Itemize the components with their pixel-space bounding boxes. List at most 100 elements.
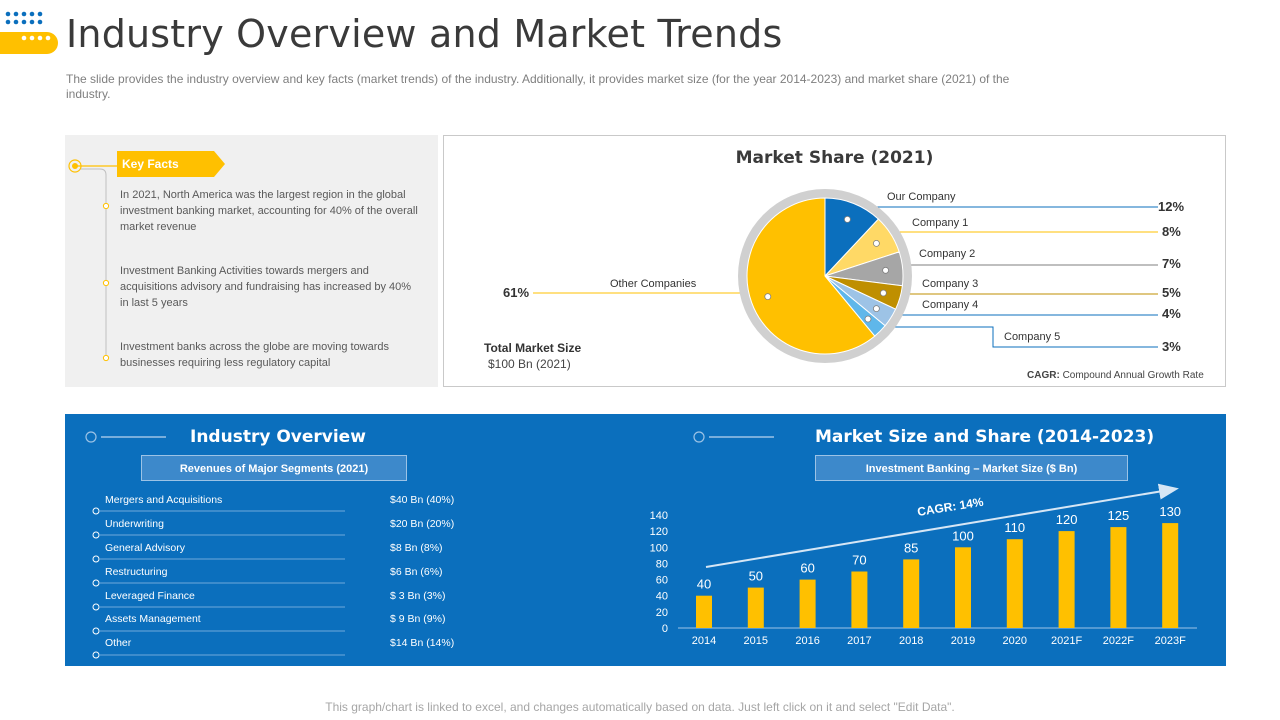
leader-line — [875, 326, 1158, 348]
market-size-box-label: Investment Banking – Market Size ($ Bn) — [815, 455, 1128, 481]
slice-label-company-2: Company 2 — [919, 248, 976, 260]
bar-2019 — [955, 547, 971, 628]
slice-label-other-companies: Other Companies — [610, 278, 697, 290]
segment-value: $6 Bn (6%) — [390, 566, 443, 578]
segment-name: Leveraged Finance — [105, 590, 195, 602]
industry-overview-title: Industry Overview — [190, 427, 366, 447]
bullet-icon — [92, 555, 100, 563]
bar-2021F — [1058, 531, 1075, 628]
pie-label-anchor — [764, 293, 772, 301]
market-size-title: Market Size and Share (2014-2023) — [815, 427, 1155, 447]
y-tick-label: 80 — [656, 558, 668, 570]
key-facts-timeline — [68, 159, 117, 362]
section-marker-icon — [85, 431, 166, 443]
slice-value-company-4: 4% — [1162, 306, 1181, 321]
bullet-icon — [92, 579, 100, 587]
bullet-icon — [92, 603, 100, 611]
segment-value: $20 Bn (20%) — [390, 518, 455, 530]
bar-2022F — [1110, 527, 1127, 628]
pie-label-anchor — [872, 305, 880, 313]
footer-note: This graph/chart is linked to excel, and… — [325, 700, 955, 714]
x-tick-label: 2018 — [899, 635, 923, 647]
page-title: Industry Overview and Market Trends — [66, 12, 783, 56]
segment-name: Restructuring — [105, 566, 168, 578]
segment-value: $ 3 Bn (3%) — [390, 590, 446, 602]
slice-label-company-1: Company 1 — [912, 217, 969, 229]
bullet-icon — [92, 627, 100, 635]
slice-value-company-5: 3% — [1162, 339, 1181, 354]
slice-value-company-1: 8% — [1162, 224, 1181, 239]
segment-value: $8 Bn (8%) — [390, 542, 443, 554]
segment-value: $40 Bn (40%) — [390, 494, 455, 506]
bar-value-label: 85 — [904, 540, 918, 555]
x-tick-label: 2023F — [1155, 635, 1186, 647]
x-tick-label: 2019 — [951, 635, 975, 647]
slice-value-our-company: 12% — [1158, 199, 1185, 214]
bar-2023F — [1162, 523, 1179, 628]
timeline-dot-icon — [102, 354, 110, 362]
bar-value-label: 40 — [697, 577, 711, 592]
segment-name: General Advisory — [105, 542, 185, 554]
segment-name: Underwriting — [105, 518, 164, 530]
segments-box-label: Revenues of Major Segments (2021) — [141, 455, 407, 481]
key-facts-label: Key Facts — [122, 157, 179, 171]
bullet-icon — [92, 651, 100, 659]
timeline-dot-icon — [102, 279, 110, 287]
bar-value-label: 100 — [952, 528, 974, 543]
bar-value-label: 125 — [1108, 508, 1130, 523]
market-share-pie-chart — [533, 189, 1158, 363]
slice-value-company-2: 7% — [1162, 256, 1181, 271]
bar-2020 — [1006, 539, 1023, 628]
pie-label-anchor — [882, 266, 890, 274]
segment-value: $14 Bn (14%) — [390, 637, 455, 649]
segments-list-lines — [92, 507, 345, 659]
pie-label-anchor — [879, 289, 887, 297]
slice-label-company-5: Company 5 — [1004, 331, 1061, 343]
x-tick-label: 2020 — [1003, 635, 1027, 647]
cagr-abbr: CAGR: — [1027, 370, 1060, 381]
bullet-icon — [92, 531, 100, 539]
page-subtitle: The slide provides the industry overview… — [66, 72, 1010, 101]
y-tick-label: 120 — [650, 526, 668, 538]
key-fact-item: Investment banks across the globe are mo… — [120, 341, 390, 369]
x-tick-label: 2022F — [1103, 635, 1134, 647]
pie-label-anchor — [843, 216, 851, 223]
market-size-bar-chart: 0 20 40 60 80 100 120 140 40 50 60 70 85 100 110 120 12… — [650, 483, 1197, 647]
bar-value-label: 130 — [1159, 504, 1181, 519]
bullet-icon — [92, 507, 100, 515]
slice-value-company-3: 5% — [1162, 285, 1181, 300]
pie-label-anchor — [872, 240, 880, 247]
y-tick-label: 140 — [650, 510, 668, 522]
y-tick-label: 40 — [656, 591, 668, 603]
timeline-start-icon — [68, 159, 82, 173]
bar-2014 — [696, 595, 712, 628]
segment-name: Mergers and Acquisitions — [105, 494, 223, 506]
x-tick-label: 2017 — [847, 635, 871, 647]
bar-2015 — [747, 587, 764, 628]
cagr-annotation: CAGR: 14% — [916, 495, 984, 519]
cagr-footnote: CAGR: Compound Annual Growth Rate — [1027, 370, 1204, 381]
bar-2017 — [851, 571, 868, 628]
slice-label-our-company: Our Company — [887, 191, 956, 203]
key-facts-tag — [117, 151, 225, 177]
market-share-title: Market Share (2021) — [735, 148, 934, 168]
y-tick-label: 20 — [656, 607, 668, 619]
x-tick-label: 2016 — [795, 635, 819, 647]
bar-value-label: 110 — [1004, 520, 1025, 535]
bar-value-label: 120 — [1056, 512, 1078, 527]
growth-trend-arrow — [705, 483, 1179, 568]
x-tick-label: 2014 — [692, 635, 716, 647]
key-fact-item: In 2021, North America was the largest r… — [120, 189, 418, 233]
y-tick-label: 60 — [656, 575, 668, 587]
bar-2016 — [799, 579, 816, 628]
y-tick-label: 0 — [662, 623, 668, 635]
key-facts-panel — [65, 135, 438, 387]
pie-label-anchor — [864, 315, 872, 323]
x-tick-label: 2015 — [744, 635, 768, 647]
segment-name: Other — [105, 637, 132, 649]
section-marker-icon — [693, 431, 774, 443]
bar-value-label: 50 — [749, 569, 763, 584]
segment-name: Assets Management — [105, 613, 201, 625]
key-fact-item: Investment Banking Activities towards me… — [120, 265, 412, 309]
slice-label-company-4: Company 4 — [922, 299, 979, 311]
